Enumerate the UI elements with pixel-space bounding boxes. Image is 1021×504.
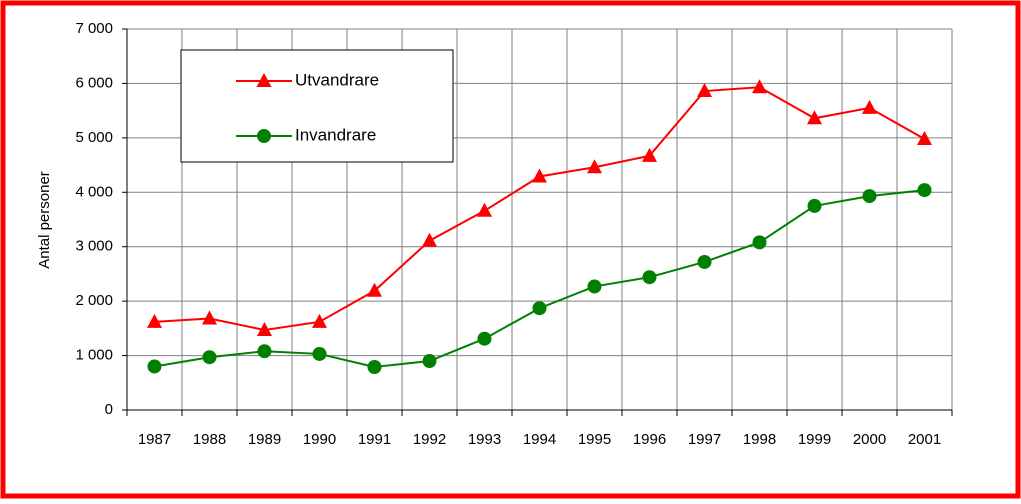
marker-triangle: [697, 83, 712, 98]
x-tick-label: 1995: [578, 431, 611, 448]
x-tick-label: 2000: [853, 431, 886, 448]
marker-triangle: [367, 282, 382, 297]
x-tick-label: 1992: [413, 431, 446, 448]
marker-circle: [532, 301, 547, 316]
marker-triangle: [312, 313, 327, 328]
marker-circle: [807, 198, 822, 213]
legend-marker: [257, 129, 271, 143]
legend-marker: [256, 73, 272, 87]
y-axis-label: Antal personer: [36, 171, 53, 269]
marker-triangle: [257, 321, 272, 336]
marker-triangle: [532, 168, 547, 183]
marker-circle: [147, 359, 162, 374]
marker-triangle: [642, 147, 657, 162]
x-tick-label: 1989: [248, 431, 281, 448]
x-tick-label: 1993: [468, 431, 501, 448]
x-tick-label: 1999: [798, 431, 831, 448]
legend-box: [180, 49, 454, 163]
marker-triangle: [477, 202, 492, 217]
x-tick-label: 1994: [523, 431, 556, 448]
legend-label: Invandrare: [295, 125, 376, 144]
marker-circle: [862, 189, 877, 204]
marker-triangle: [147, 313, 162, 328]
marker-circle: [752, 235, 767, 250]
marker-circle: [917, 183, 932, 198]
marker-triangle: [862, 99, 877, 114]
y-tick-label: 5 000: [75, 129, 113, 146]
y-tick-label: 4 000: [75, 183, 113, 200]
x-tick-label: 1998: [743, 431, 776, 448]
marker-circle: [202, 350, 217, 365]
y-tick-label: 3 000: [75, 238, 113, 255]
marker-circle: [312, 346, 327, 361]
marker-triangle: [807, 110, 822, 125]
marker-triangle: [752, 79, 767, 94]
legend-label: Utvandrare: [295, 70, 379, 89]
legend: Utvandrare Invandrare: [180, 49, 454, 163]
x-tick-label: 1988: [193, 431, 226, 448]
y-tick-label: 6 000: [75, 74, 113, 91]
marker-circle: [697, 254, 712, 269]
marker-circle: [477, 331, 492, 346]
x-tick-label: 1991: [358, 431, 391, 448]
x-tick-label: 2001: [908, 431, 941, 448]
marker-circle: [257, 344, 272, 359]
marker-triangle: [422, 232, 437, 247]
marker-circle: [642, 270, 657, 285]
marker-triangle: [202, 310, 217, 325]
marker-circle: [422, 354, 437, 369]
y-tick-label: 0: [105, 401, 113, 418]
x-tick-label: 1990: [303, 431, 336, 448]
y-tick-label: 2 000: [75, 292, 113, 309]
marker-triangle: [587, 159, 602, 174]
y-tick-label: 7 000: [75, 20, 113, 37]
marker-circle: [367, 360, 382, 375]
y-tick-label: 1 000: [75, 347, 113, 364]
marker-triangle: [917, 130, 932, 145]
x-tick-label: 1987: [138, 431, 171, 448]
marker-circle: [587, 279, 602, 294]
x-tick-label: 1996: [633, 431, 666, 448]
x-tick-label: 1997: [688, 431, 721, 448]
